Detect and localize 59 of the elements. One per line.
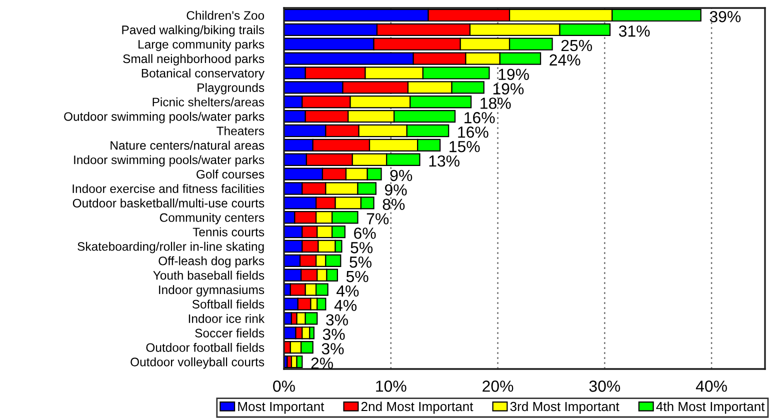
y-tick-label: Tennis courts: [192, 227, 264, 236]
total-label: 8%: [382, 198, 405, 210]
y-tick-label: Golf courses: [196, 170, 264, 179]
y-tick-label: Children's Zoo: [186, 10, 264, 20]
y-tick-label: Outdoor swimming pools/water parks: [64, 112, 264, 124]
legend-label: 4th Most Important: [656, 402, 765, 414]
y-tick-label: Nature centers/natural areas: [110, 140, 264, 150]
x-tick-label: 20%: [482, 380, 514, 392]
total-label: 16%: [464, 112, 495, 124]
total-label: 31%: [618, 25, 650, 37]
total-label: 7%: [366, 213, 389, 224]
y-tick-label: Botanical conservatory: [142, 68, 265, 80]
y-tick-label: Picnic shelters/areas: [152, 97, 264, 106]
x-tick-label: 10%: [376, 380, 406, 392]
y-tick-label: Indoor exercise and fitness facilities: [72, 184, 264, 194]
y-tick-label: Outdoor volleyball courts: [130, 357, 264, 369]
legend-label: 2nd Most Important: [361, 402, 474, 414]
x-tick-label: 0%: [273, 380, 295, 392]
legend-label: Most Important: [238, 402, 324, 414]
total-label: 13%: [429, 155, 460, 167]
y-tick-label: Theaters: [216, 126, 264, 136]
y-tick-label: Indoor swimming pools/water parks: [74, 155, 264, 167]
y-tick-label: Soccer fields: [195, 328, 264, 338]
y-tick-label: Paved walking/biking trails: [122, 25, 264, 37]
total-label: 5%: [350, 256, 372, 268]
total-label: 6%: [354, 228, 376, 239]
total-label: 19%: [493, 83, 524, 94]
total-label: 18%: [480, 98, 511, 109]
total-label: 9%: [390, 170, 412, 182]
total-label: 3%: [322, 343, 344, 354]
total-label: 4%: [334, 300, 357, 312]
total-label: 9%: [385, 184, 407, 196]
y-tick-label: Large community parks: [138, 40, 264, 52]
total-label: 25%: [561, 40, 592, 52]
legend-label: 3rd Most Important: [510, 402, 620, 414]
total-label: 39%: [710, 10, 741, 22]
y-tick-label: Off-leash dog parks: [158, 256, 264, 268]
total-label: 4%: [336, 285, 359, 297]
y-tick-label: Playgrounds: [198, 82, 264, 94]
x-tick-label: 30%: [589, 380, 620, 392]
y-tick-label: Youth baseball fields: [153, 270, 264, 280]
y-tick-label: Skateboarding/roller in-line skating: [78, 242, 264, 254]
y-tick-label: Outdoor football fields: [146, 342, 264, 352]
total-label: 24%: [550, 54, 580, 66]
total-label: 5%: [346, 270, 368, 282]
y-tick-label: Softball fields: [192, 300, 264, 309]
total-label: 2%: [311, 358, 334, 369]
total-label: 3%: [326, 314, 348, 326]
x-tick-label: 40%: [696, 380, 727, 392]
y-tick-label: Indoor ice rink: [188, 314, 265, 324]
total-label: 16%: [458, 126, 488, 138]
y-tick-label: Indoor gymnasiums: [159, 285, 264, 297]
y-tick-label: Community centers: [160, 212, 264, 224]
y-tick-label: Outdoor basketball/multi-use courts: [72, 198, 264, 208]
total-label: 15%: [450, 141, 480, 152]
y-tick-label: Small neighborhood parks: [123, 54, 264, 66]
total-label: 19%: [498, 68, 529, 80]
total-label: 5%: [350, 242, 373, 254]
total-label: 3%: [322, 328, 345, 340]
